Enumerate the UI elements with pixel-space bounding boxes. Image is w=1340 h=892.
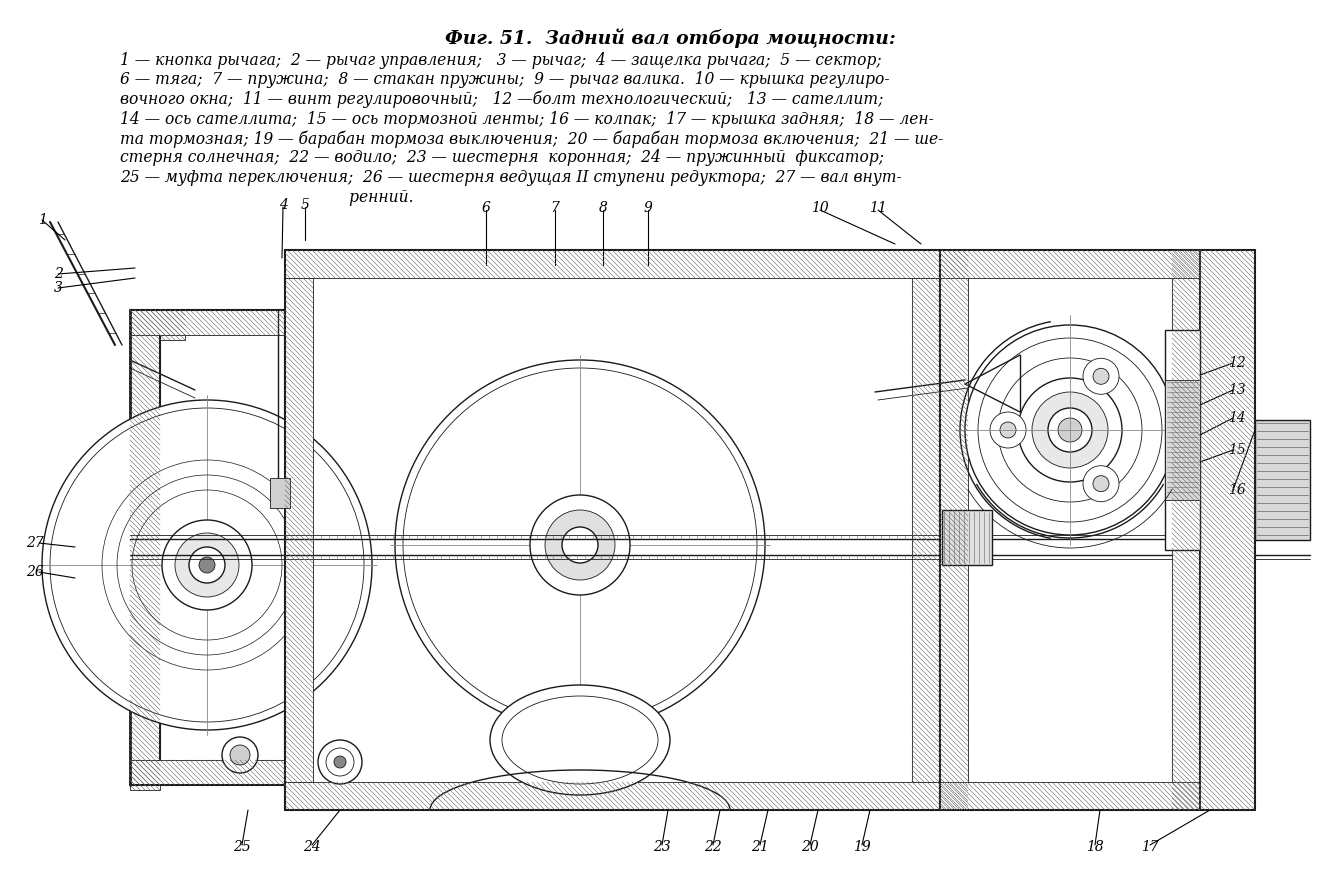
Text: 16: 16 <box>1227 483 1246 497</box>
Bar <box>1201 250 1256 810</box>
Circle shape <box>990 412 1026 448</box>
Bar <box>269 478 289 508</box>
Circle shape <box>334 756 346 768</box>
Text: 23: 23 <box>653 840 671 854</box>
Circle shape <box>978 338 1162 522</box>
Bar <box>918 312 930 320</box>
Text: 27: 27 <box>27 536 44 550</box>
Circle shape <box>1093 368 1110 384</box>
Text: 22: 22 <box>704 840 722 854</box>
Text: 21: 21 <box>752 840 769 854</box>
Circle shape <box>189 547 225 583</box>
Text: 14: 14 <box>1227 411 1246 425</box>
Bar <box>1201 370 1250 490</box>
Text: вочного окна;  11 — винт регулировочный;   12 —болт технологический;   13 — сате: вочного окна; 11 — винт регулировочный; … <box>121 91 883 109</box>
Text: та тормозная; 19 — барабан тормоза выключения;  20 — барабан тормоза включения; : та тормозная; 19 — барабан тормоза выклю… <box>121 130 943 147</box>
Bar <box>1164 330 1201 550</box>
Text: 25 — муфта переключения;  26 — шестерня ведущая II ступени редуктора;  27 — вал : 25 — муфта переключения; 26 — шестерня в… <box>121 169 902 186</box>
Bar <box>939 250 1201 278</box>
Text: 11: 11 <box>870 201 887 215</box>
Text: 6: 6 <box>481 201 490 215</box>
Circle shape <box>273 277 283 287</box>
Text: 2: 2 <box>54 267 63 281</box>
Text: 8: 8 <box>599 201 607 215</box>
Circle shape <box>403 368 757 722</box>
Text: 25: 25 <box>233 840 251 854</box>
Circle shape <box>318 740 362 784</box>
Text: 24: 24 <box>303 840 320 854</box>
Circle shape <box>1048 408 1092 452</box>
Bar <box>890 244 958 296</box>
Text: 20: 20 <box>801 840 819 854</box>
Circle shape <box>1083 466 1119 501</box>
Bar <box>130 760 285 785</box>
Bar <box>130 310 159 790</box>
Text: 5: 5 <box>300 198 310 212</box>
Text: 12: 12 <box>1227 356 1246 370</box>
Bar <box>1172 250 1201 810</box>
Text: 17: 17 <box>1142 840 1159 854</box>
Text: 3: 3 <box>54 281 63 295</box>
Bar <box>130 210 1311 830</box>
Circle shape <box>1059 418 1081 442</box>
Circle shape <box>1032 392 1108 468</box>
Bar <box>913 278 939 782</box>
Text: 19: 19 <box>854 840 871 854</box>
Circle shape <box>176 533 239 597</box>
Circle shape <box>545 510 615 580</box>
Circle shape <box>561 527 598 563</box>
Circle shape <box>50 408 364 722</box>
Bar <box>1256 420 1311 540</box>
Text: 4: 4 <box>279 198 288 212</box>
Text: 18: 18 <box>1087 840 1104 854</box>
Ellipse shape <box>490 685 670 795</box>
Text: 7: 7 <box>551 201 559 215</box>
Text: 6 — тяга;  7 — пружина;  8 — стакан пружины;  9 — рычаг валика.  10 — крышка рег: 6 — тяга; 7 — пружина; 8 — стакан пружин… <box>121 71 890 88</box>
Text: 9: 9 <box>643 201 653 215</box>
Bar <box>159 310 185 340</box>
Circle shape <box>1000 422 1016 438</box>
Circle shape <box>162 520 252 610</box>
Text: 15: 15 <box>1227 443 1246 457</box>
Text: 1: 1 <box>38 213 47 227</box>
Circle shape <box>200 557 214 573</box>
Bar <box>939 250 967 810</box>
Text: стерня солнечная;  22 — водило;  23 — шестерня  коронная;  24 — пружинный  фикса: стерня солнечная; 22 — водило; 23 — шест… <box>121 150 884 167</box>
Circle shape <box>998 358 1142 502</box>
Bar <box>130 310 285 335</box>
Text: 10: 10 <box>811 201 829 215</box>
Bar <box>895 248 953 292</box>
Circle shape <box>42 400 373 730</box>
Circle shape <box>395 360 765 730</box>
Circle shape <box>1083 359 1119 394</box>
Bar <box>1164 380 1201 500</box>
Bar <box>285 782 939 810</box>
Circle shape <box>1093 475 1110 491</box>
Bar <box>575 265 624 285</box>
Bar <box>285 250 939 278</box>
Bar <box>635 263 661 285</box>
Text: 1 — кнопка рычага;  2 — рычаг управления;   3 — рычаг;  4 — защелка рычага;  5 —: 1 — кнопка рычага; 2 — рычаг управления;… <box>121 52 882 69</box>
Text: Фиг. 51.  Задний вал отбора мощности:: Фиг. 51. Задний вал отбора мощности: <box>445 28 895 47</box>
Circle shape <box>531 495 630 595</box>
Circle shape <box>230 745 251 765</box>
Bar <box>285 278 314 782</box>
Bar <box>942 510 992 565</box>
Bar <box>939 782 1201 810</box>
Circle shape <box>222 737 259 773</box>
Circle shape <box>267 270 289 294</box>
Text: 26: 26 <box>27 565 44 579</box>
Circle shape <box>965 325 1175 535</box>
Bar <box>858 378 888 392</box>
Text: 14 — ось сателлита;  15 — ось тормозной ленты; 16 — колпак;  17 — крышка задняя;: 14 — ось сателлита; 15 — ось тормозной л… <box>121 111 934 128</box>
Text: ренний.: ренний. <box>121 188 414 205</box>
Circle shape <box>326 748 354 776</box>
Bar <box>852 390 894 470</box>
Ellipse shape <box>502 696 658 784</box>
Circle shape <box>1018 378 1122 482</box>
Text: 13: 13 <box>1227 383 1246 397</box>
